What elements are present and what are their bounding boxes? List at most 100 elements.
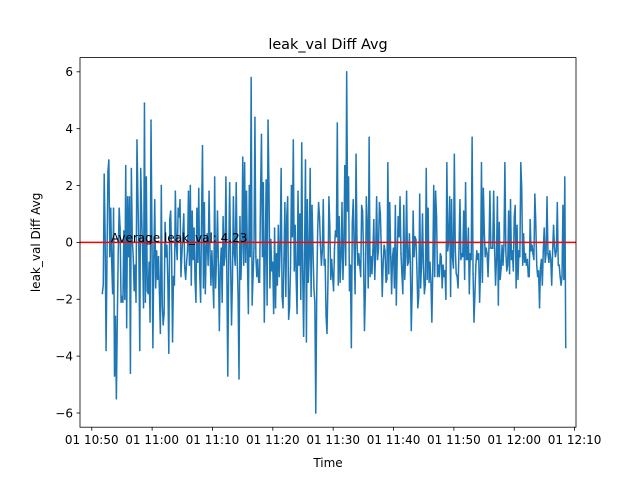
data-point-224 (311, 204, 313, 207)
data-point-332 (412, 210, 414, 212)
data-point-336 (416, 267, 418, 269)
data-point-42 (140, 213, 143, 215)
data-point-435 (508, 272, 511, 275)
data-point-419 (493, 247, 496, 249)
data-point-25 (124, 164, 127, 167)
data-point-78 (174, 190, 177, 192)
data-point-294 (376, 258, 379, 261)
data-point-136 (228, 181, 231, 184)
data-point-391 (467, 227, 470, 229)
data-point-75 (171, 341, 174, 343)
data-point-255 (340, 255, 342, 258)
data-point-388 (464, 181, 467, 184)
series-layer (101, 71, 567, 414)
data-point-101 (196, 207, 198, 210)
data-point-265 (349, 264, 352, 266)
data-point-222 (309, 167, 311, 170)
data-point-19 (119, 227, 121, 229)
data-point-93 (188, 264, 191, 266)
data-point-226 (313, 287, 315, 289)
data-point-241 (327, 281, 329, 283)
data-point-66 (163, 312, 165, 315)
data-point-67 (164, 221, 166, 224)
data-point-262 (346, 210, 349, 212)
data-point-327 (407, 261, 410, 264)
x-tick-label-0: 01 10:50 (65, 433, 119, 447)
data-point-180 (270, 238, 272, 241)
data-point-217 (304, 159, 307, 161)
data-point-424 (498, 221, 501, 224)
data-point-486 (556, 201, 559, 204)
data-point-61 (158, 292, 161, 295)
data-point-355 (433, 275, 436, 278)
data-point-300 (382, 261, 384, 264)
data-point-163 (254, 116, 256, 119)
data-point-467 (538, 307, 541, 309)
data-point-41 (139, 167, 142, 170)
data-point-206 (294, 224, 296, 227)
data-point-225 (312, 247, 314, 249)
data-point-404 (479, 270, 482, 272)
data-point-53 (151, 233, 153, 235)
data-point-360 (438, 275, 441, 278)
data-point-463 (535, 221, 537, 224)
data-point-470 (541, 284, 544, 286)
data-point-69 (166, 244, 168, 246)
data-point-6 (107, 170, 109, 173)
data-point-373 (450, 199, 453, 201)
data-point-347 (426, 278, 428, 281)
data-point-296 (378, 201, 381, 204)
data-point-305 (387, 162, 389, 164)
data-point-365 (443, 275, 445, 278)
data-point-485 (555, 250, 558, 252)
data-point-376 (453, 153, 456, 156)
data-point-399 (475, 264, 477, 266)
data-point-26 (125, 326, 128, 329)
data-point-1 (102, 284, 105, 286)
data-point-212 (300, 298, 302, 301)
data-point-384 (461, 253, 463, 255)
data-point-68 (165, 255, 167, 258)
data-point-349 (428, 281, 430, 283)
data-point-438 (511, 250, 514, 252)
data-point-303 (385, 281, 387, 283)
data-point-177 (267, 119, 269, 121)
data-point-56 (154, 199, 156, 201)
data-point-221 (308, 255, 310, 258)
data-point-371 (448, 196, 451, 198)
data-point-469 (540, 258, 543, 261)
data-point-28 (127, 255, 130, 258)
data-point-452 (524, 253, 527, 255)
data-point-395 (471, 136, 473, 138)
data-point-140 (232, 196, 235, 198)
data-point-63 (160, 184, 163, 187)
data-point-465 (536, 275, 539, 278)
data-point-430 (504, 162, 506, 164)
data-point-113 (207, 264, 209, 266)
data-point-385 (462, 255, 464, 258)
data-point-211 (299, 213, 301, 215)
data-point-405 (480, 162, 483, 164)
data-point-458 (530, 250, 532, 252)
data-point-493 (563, 278, 565, 281)
data-point-449 (521, 264, 524, 266)
data-point-36 (135, 301, 137, 303)
x-tick-label-1: 01 11:00 (125, 433, 179, 447)
data-point-70 (167, 281, 169, 283)
data-point-5 (106, 255, 108, 258)
data-point-383 (460, 258, 462, 261)
data-point-288 (371, 272, 373, 275)
data-point-72 (168, 218, 171, 221)
data-point-49 (147, 292, 149, 295)
data-point-99 (194, 278, 196, 281)
data-point-490 (560, 284, 562, 286)
data-point-13 (113, 375, 116, 377)
data-point-453 (525, 264, 528, 266)
data-point-369 (447, 250, 449, 252)
data-point-106 (200, 216, 203, 218)
data-point-277 (360, 204, 363, 207)
data-point-271 (355, 153, 357, 156)
data-point-454 (526, 258, 529, 261)
data-point-209 (297, 190, 299, 192)
data-point-244 (330, 278, 332, 281)
